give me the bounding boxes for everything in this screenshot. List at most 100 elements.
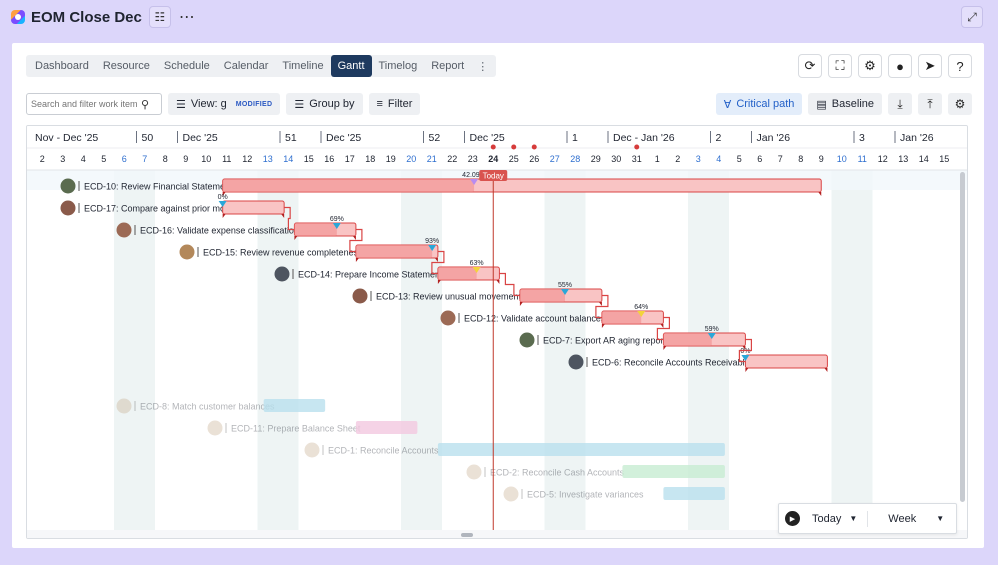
avatar[interactable] <box>207 420 223 436</box>
day-label: 8 <box>798 154 803 164</box>
progress-marker[interactable] <box>428 245 437 251</box>
group-by-button[interactable]: ☰ Group by <box>286 93 363 115</box>
download-icon[interactable]: ⤓ <box>888 93 912 115</box>
task-bar[interactable] <box>437 443 725 456</box>
progress-marker[interactable] <box>637 311 646 317</box>
day-label: 3 <box>696 154 701 164</box>
milestone-dot <box>490 144 496 150</box>
period-label: 51 <box>285 132 297 144</box>
progress-marker[interactable] <box>218 201 227 207</box>
day-label: 30 <box>611 154 621 164</box>
task-bar[interactable] <box>663 487 725 500</box>
bar-start-handle <box>601 324 605 328</box>
fullscreen-icon[interactable]: ⛶ <box>828 54 852 78</box>
today-select[interactable]: Today ▼ <box>812 513 857 525</box>
avatar[interactable] <box>519 332 535 348</box>
avatar[interactable] <box>274 266 290 282</box>
weekend-column <box>257 170 278 538</box>
bar-start-handle <box>355 258 359 262</box>
task-bar[interactable] <box>222 200 285 215</box>
scale-select[interactable]: Week ▼ <box>888 513 944 525</box>
sync-icon[interactable]: ⟳ <box>798 54 822 78</box>
avatar[interactable] <box>568 354 584 370</box>
day-label: 24 <box>488 154 498 164</box>
day-label: 6 <box>122 154 127 164</box>
top-icon-bar: ⟳ ⛶ ⚙ ● ➤ ? <box>792 54 972 78</box>
avatar[interactable] <box>60 178 76 194</box>
task-progress-fill <box>355 245 433 258</box>
day-label: 15 <box>304 154 314 164</box>
gantt-background <box>27 126 967 538</box>
rocket-icon[interactable]: ➤ <box>918 54 942 78</box>
tab-dashboard[interactable]: Dashboard <box>35 60 89 72</box>
horizontal-scroll-handle[interactable] <box>461 533 473 537</box>
sliders-icon[interactable]: ⚙ <box>948 93 972 115</box>
settings-gear-icon[interactable]: ⚙ <box>858 54 882 78</box>
period-label: 1 <box>572 132 578 144</box>
task-label: ECD-8: Match customer balances <box>140 402 275 412</box>
avatar[interactable] <box>352 288 368 304</box>
avatar[interactable] <box>116 398 132 414</box>
avatar[interactable] <box>60 200 76 216</box>
avatar[interactable] <box>304 442 320 458</box>
day-label: 12 <box>242 154 252 164</box>
collapse-icon[interactable]: ⤢ <box>961 6 983 28</box>
tabs-more-icon[interactable]: ⋮ <box>477 60 489 73</box>
tab-report[interactable]: Report <box>431 60 465 72</box>
day-label: 2 <box>40 154 45 164</box>
weekend-column <box>708 170 729 538</box>
play-icon[interactable]: ▶ <box>785 511 800 526</box>
help-icon[interactable]: ? <box>948 54 972 78</box>
avatar[interactable] <box>116 222 132 238</box>
day-label: 11 <box>222 154 231 164</box>
day-label: 6 <box>757 154 762 164</box>
upload-icon[interactable]: ⤒ <box>918 93 942 115</box>
progress-marker[interactable] <box>741 355 750 361</box>
day-label: 10 <box>837 154 847 164</box>
task-bar[interactable] <box>355 421 418 434</box>
task-label: ECD-13: Review unusual movements <box>376 292 526 302</box>
progress-label: 63% <box>470 260 484 267</box>
critical-path-button[interactable]: ∀ Critical path <box>715 93 803 115</box>
period-label: 3 <box>859 132 865 144</box>
tab-timeline[interactable]: Timeline <box>282 60 324 72</box>
search-icon[interactable]: ⚲ <box>141 98 150 111</box>
progress-marker[interactable] <box>472 267 481 273</box>
progress-marker[interactable] <box>470 179 479 185</box>
avatar[interactable] <box>466 464 482 480</box>
day-label: 5 <box>101 154 106 164</box>
progress-marker[interactable] <box>707 333 716 339</box>
baseline-button[interactable]: ▤ Baseline <box>808 93 882 115</box>
task-label: ECD-5: Investigate variances <box>527 490 644 500</box>
avatar[interactable] <box>179 244 195 260</box>
critical-path-label: Critical path <box>736 98 795 110</box>
bar-end-handle <box>660 324 664 328</box>
dependency-connector <box>738 338 752 363</box>
progress-marker[interactable] <box>561 289 569 295</box>
members-icon[interactable]: ☷ <box>148 6 171 28</box>
search-input[interactable] <box>31 99 141 109</box>
tab-timelog[interactable]: Timelog <box>378 60 418 72</box>
tab-resource[interactable]: Resource <box>102 60 150 72</box>
gantt-canvas: Nov - Dec '25 50 Dec '25 51 Dec '25 52 Dec '25… <box>27 126 967 538</box>
avatar[interactable] <box>440 310 456 326</box>
avatar[interactable] <box>503 486 519 502</box>
tab-gantt[interactable]: Gantt <box>330 55 372 77</box>
search-box: ⚲ <box>26 93 162 115</box>
progress-marker[interactable] <box>332 223 341 229</box>
day-label: 7 <box>778 154 783 164</box>
tab-calendar[interactable]: Calendar <box>223 60 269 72</box>
more-options-icon[interactable]: ⋯ <box>178 9 196 26</box>
vertical-scrollbar[interactable] <box>960 172 965 502</box>
filter-button[interactable]: ≡ Filter <box>368 93 421 115</box>
task-bar[interactable] <box>622 465 725 478</box>
view-button[interactable]: ☰ View: g MODIFIED <box>168 93 281 115</box>
task-bar[interactable] <box>744 354 828 369</box>
task-bar[interactable] <box>263 399 326 412</box>
tab-schedule[interactable]: Schedule <box>163 60 210 72</box>
modified-badge: MODIFIED <box>235 100 273 108</box>
day-label: 26 <box>529 154 539 164</box>
day-label: 14 <box>283 154 293 164</box>
view-lines-icon: ☰ <box>176 98 186 111</box>
lightbulb-icon[interactable]: ● <box>888 54 912 78</box>
